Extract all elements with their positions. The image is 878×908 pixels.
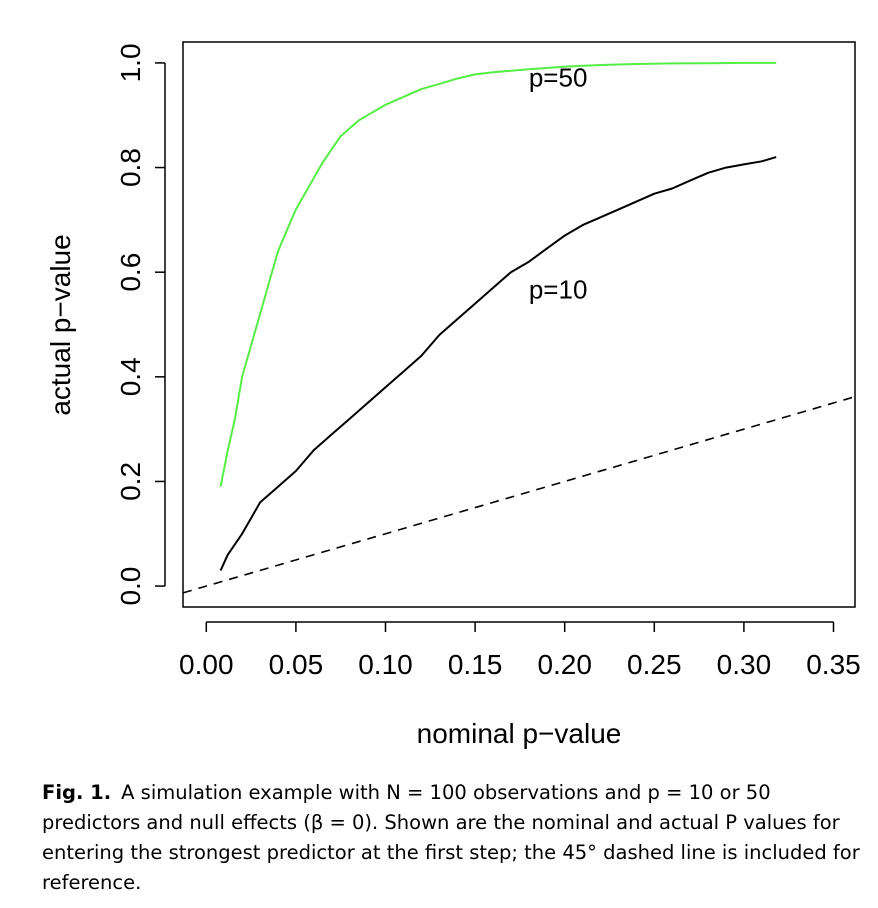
y-tick-label: 1.0 — [115, 43, 146, 82]
x-tick-label: 0.25 — [627, 649, 682, 680]
chart: 0.00 0.05 0.10 0.15 0.20 0.25 0.30 0.35 0.00.20… — [45, 41, 861, 749]
series-annotation: p=50 — [529, 62, 588, 92]
figure-caption: Fig. 1. A simulation example with N = 100… — [42, 778, 862, 898]
x-tick-label: 0.15 — [448, 649, 503, 680]
y-tick-label: 0.6 — [115, 253, 146, 292]
y-tick-label: 0.8 — [115, 148, 146, 187]
series-annotation: p=10 — [529, 274, 588, 304]
x-axis: 0.00 0.05 0.10 0.15 0.20 0.25 0.30 0.35 — [179, 621, 861, 680]
y-tick-label: 0.4 — [115, 357, 146, 396]
x-tick-label: 0.35 — [806, 649, 861, 680]
x-tick-label: 0.05 — [269, 649, 324, 680]
series-line-p10 — [219, 156, 777, 571]
y-axis-title: actual p−value — [45, 234, 76, 415]
x-tick-label: 0.10 — [358, 649, 413, 680]
x-tick-label: 0.20 — [537, 649, 592, 680]
plot-frame — [182, 41, 856, 608]
y-axis: 0.0 0.2 0.4 0.6 0.8 1.0 — [115, 43, 166, 606]
y-tick-label: 0.2 — [115, 462, 146, 501]
caption-text: A simulation example with N = 100 observ… — [42, 781, 860, 894]
y-tick-label: 0.0 — [115, 567, 146, 606]
caption-label: Fig. 1. — [42, 781, 112, 804]
reference-line-45deg — [182, 395, 856, 594]
annotation-layer: p=50 p=10 — [529, 62, 588, 304]
series-layer — [182, 61, 856, 594]
x-axis-title: nominal p−value — [417, 718, 622, 749]
series-line-p50 — [219, 61, 777, 487]
x-tick-label: 0.30 — [717, 649, 772, 680]
x-tick-label: 0.00 — [179, 649, 234, 680]
